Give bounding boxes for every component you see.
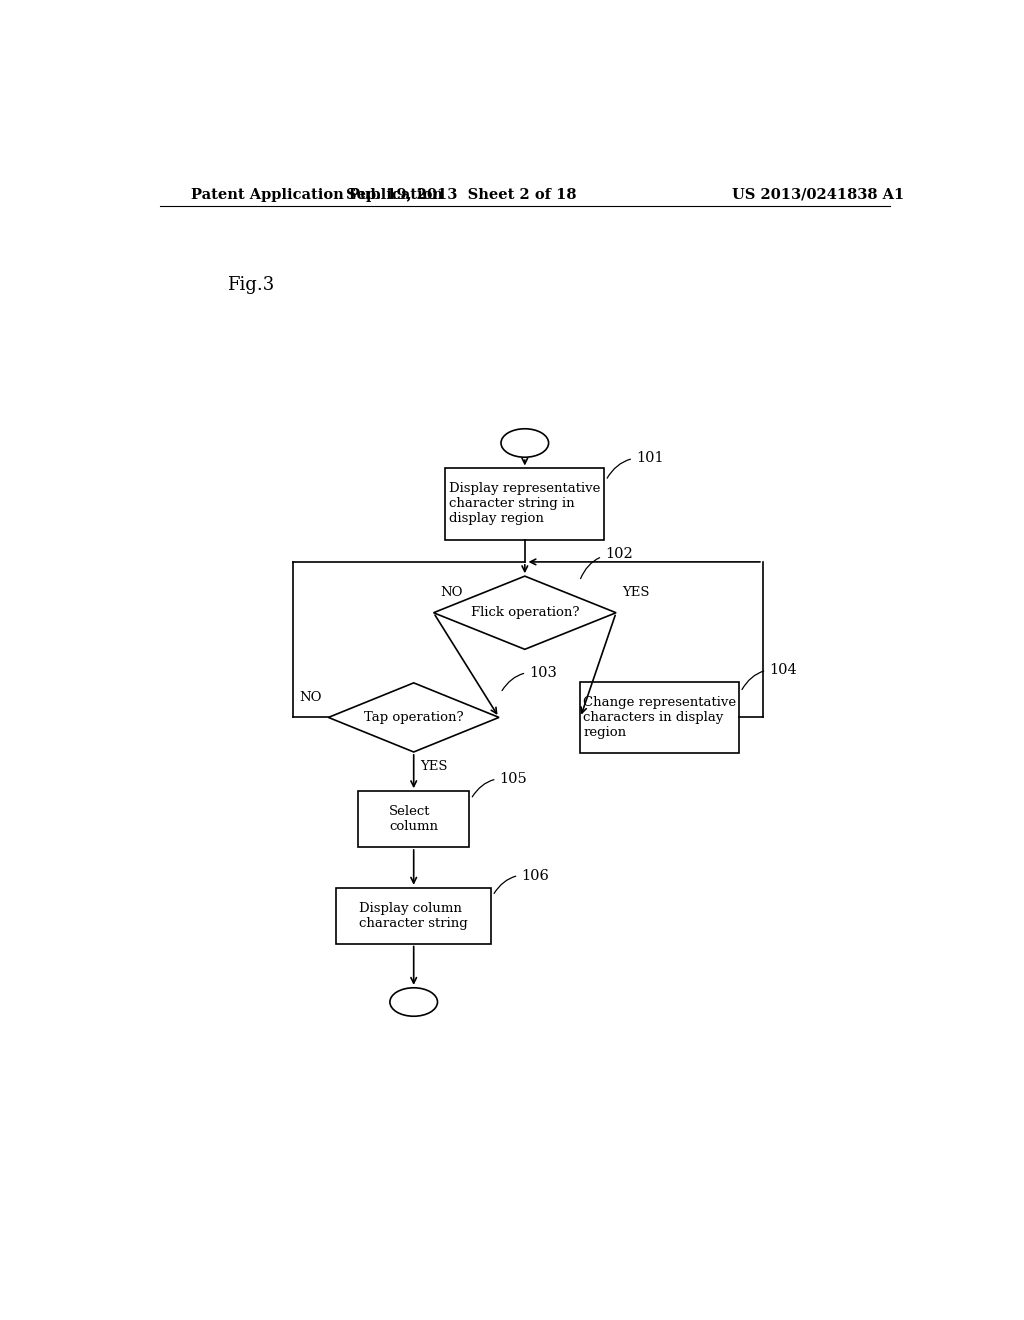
Text: US 2013/0241838 A1: US 2013/0241838 A1 — [732, 187, 904, 202]
Text: 103: 103 — [502, 665, 557, 690]
Text: 104: 104 — [742, 663, 797, 689]
Text: 102: 102 — [581, 546, 633, 578]
Text: Patent Application Publication: Patent Application Publication — [191, 187, 443, 202]
Bar — [581, 682, 739, 752]
Text: Change representative
characters in display
region: Change representative characters in disp… — [583, 696, 736, 739]
Text: NO: NO — [440, 586, 463, 598]
Bar — [358, 791, 469, 847]
Text: 105: 105 — [472, 772, 527, 797]
Text: NO: NO — [300, 692, 322, 704]
Text: Select
column: Select column — [389, 805, 438, 833]
Text: Display column
character string: Display column character string — [359, 902, 468, 929]
Text: Flick operation?: Flick operation? — [471, 606, 579, 619]
Text: 101: 101 — [607, 451, 664, 478]
Text: Sep. 19, 2013  Sheet 2 of 18: Sep. 19, 2013 Sheet 2 of 18 — [346, 187, 577, 202]
Text: YES: YES — [420, 760, 447, 774]
Text: Display representative
character string in
display region: Display representative character string … — [450, 483, 600, 525]
Bar — [336, 887, 492, 944]
Text: Fig.3: Fig.3 — [227, 276, 274, 294]
Text: 106: 106 — [495, 869, 549, 894]
Text: Tap operation?: Tap operation? — [364, 711, 464, 723]
Bar — [445, 469, 604, 540]
Text: YES: YES — [623, 586, 650, 598]
